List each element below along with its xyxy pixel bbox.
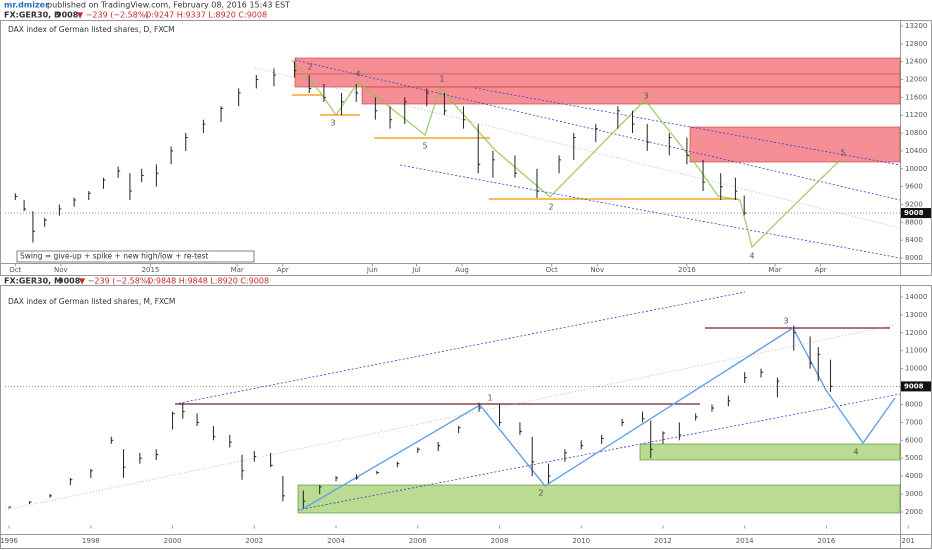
y-tick-label: 8800 (905, 218, 923, 226)
y-tick-label: 13200 (905, 22, 927, 30)
y-tick-label: 14000 (905, 293, 927, 301)
x-tick-label: 2012 (654, 537, 672, 545)
resistance-zone (294, 57, 901, 88)
wave-label: 4 (853, 448, 858, 457)
x-tick-label: 2014 (736, 537, 754, 545)
y-tick-label: 8400 (905, 236, 923, 244)
wave-label: 2 (548, 203, 553, 212)
y-tick-label: 12000 (905, 76, 927, 84)
quote: 9008 (58, 277, 81, 286)
x-tick-label: Jul (411, 266, 421, 274)
resistance-zone (689, 126, 901, 163)
x-tick-label: Jun (366, 266, 378, 274)
x-tick-label: 2002 (245, 537, 263, 545)
y-tick-label: 13000 (905, 311, 927, 319)
wave-label: 3 (783, 317, 788, 326)
x-tick-label: 2016 (678, 266, 696, 274)
y-tick-label: 11200 (905, 111, 927, 119)
chart-title: DAX index of German listed shares, D, FX… (8, 25, 175, 34)
last-price-badge (901, 381, 931, 392)
support-zone (297, 484, 901, 514)
x-tick-label: Nov (54, 266, 68, 274)
ohlc: O:9247 H:9337 L:8920 C:9008 (145, 11, 267, 20)
support-lines (292, 94, 738, 200)
swing-path (291, 59, 841, 249)
x-tick-label: Nov (590, 266, 604, 274)
wave-label: 3 (330, 119, 335, 128)
x-tick-label: Apr (277, 266, 289, 274)
y-tick-label: 11000 (905, 347, 927, 355)
last-price-badge (901, 208, 931, 219)
change: ▼ −239 (−2.58%) (77, 11, 149, 20)
x-tick-label: 1998 (82, 537, 100, 545)
x-tick-label: Aug (455, 266, 469, 274)
wave-label: 1 (487, 394, 492, 403)
y-tick-label: 9600 (905, 183, 923, 191)
y-tick-label: 12000 (905, 329, 927, 337)
resistance-zone (361, 86, 901, 105)
y-tick-label: 5000 (905, 454, 923, 462)
x-tick-label: 2006 (409, 537, 427, 545)
x-tick-label: 2000 (164, 537, 182, 545)
channel-lines (174, 291, 901, 511)
x-tick-label: 2016 (818, 537, 836, 545)
x-tick-label: Mar (231, 266, 244, 274)
note-box (16, 250, 255, 263)
y-tick-label: 11600 (905, 93, 927, 101)
last-price-label: 9008 (904, 382, 924, 390)
channel-lines (294, 59, 901, 259)
x-tick-label: 2004 (327, 537, 345, 545)
x-tick-label: Oct (9, 266, 21, 274)
y-tick-label: 6000 (905, 436, 923, 444)
x-tick-label: 2008 (491, 537, 509, 545)
support-zone (639, 443, 901, 461)
y-tick-label: 9200 (905, 200, 923, 208)
symbol: FX:GER30, D (4, 11, 61, 20)
y-tick-label: 2000 (905, 508, 923, 516)
change: ▼ −239 (−2.58%) (79, 277, 151, 286)
wave-label: 2 (538, 489, 543, 498)
swing-path (300, 327, 896, 511)
y-tick-label: 8000 (905, 254, 923, 262)
x-tick-label: Mar (768, 266, 781, 274)
wave-label: 3 (643, 92, 648, 101)
author[interactable]: mr.dmizer (4, 1, 49, 10)
y-tick-label: 10400 (905, 147, 927, 155)
x-tick-label: Apr (815, 266, 827, 274)
wave-label: 4 (749, 252, 754, 261)
x-tick-label: 201 (901, 537, 914, 545)
symbol: FX:GER30, M (4, 277, 62, 286)
published: published on TradingView.com, February 0… (47, 1, 290, 10)
ohlc: O:9848 H:9848 L:8920 C:9008 (147, 277, 269, 286)
x-tick-label: Oct (546, 266, 558, 274)
panel-monthly: FX:GER30, M 9008 ▼ −239 (−2.58%) O:9848 … (0, 277, 932, 549)
x-tick-label: 1996 (0, 537, 18, 545)
y-tick-label: 3000 (905, 490, 923, 498)
y-tick-label: 10800 (905, 129, 927, 137)
quote: 9008 (56, 11, 79, 20)
note: Swing = give-up + spike + new high/low +… (20, 252, 209, 261)
panel-daily: FX:GER30, D 9008 ▼ −239 (−2.58%) O:9247 … (0, 11, 932, 276)
y-tick-label: 4000 (905, 472, 923, 480)
wave-label: 4 (355, 70, 360, 79)
wave-label: 1 (439, 75, 444, 84)
wave-label: 5 (422, 142, 427, 151)
y-tick-label: 10000 (905, 165, 927, 173)
y-tick-label: 7000 (905, 418, 923, 426)
y-tick-label: 10000 (905, 365, 927, 373)
chart-title: DAX index of German listed shares, M, FX… (8, 297, 175, 306)
wave-label: 5 (840, 149, 845, 158)
x-tick-label: 2015 (142, 266, 160, 274)
y-tick-label: 12400 (905, 58, 927, 66)
last-price-label: 9008 (904, 209, 924, 217)
wave-label: 2 (307, 63, 312, 72)
x-tick-label: 2010 (572, 537, 590, 545)
y-tick-label: 12800 (905, 40, 927, 48)
y-tick-label: 8000 (905, 400, 923, 408)
